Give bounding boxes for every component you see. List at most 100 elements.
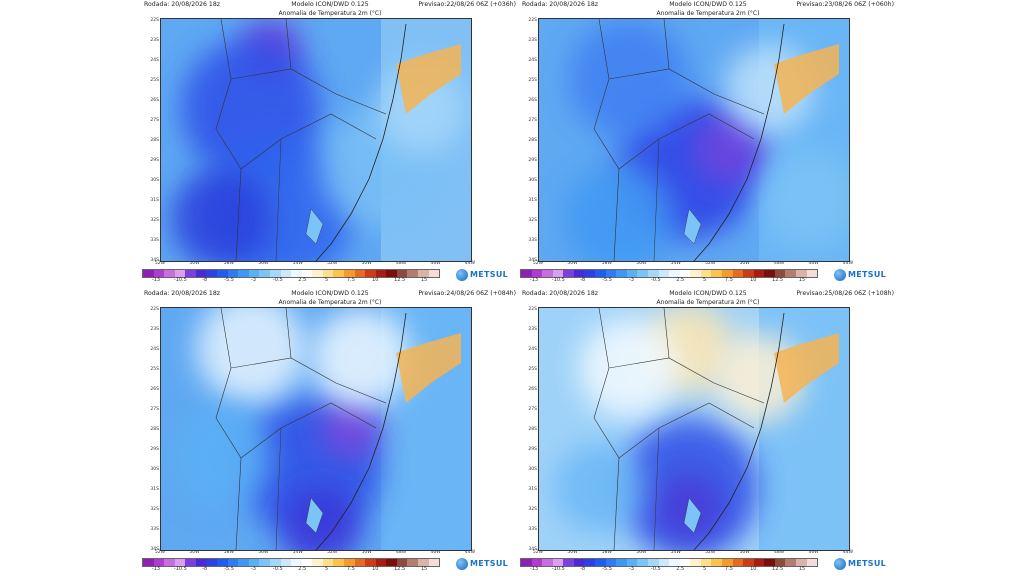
lat-tick-label: 29S	[150, 158, 159, 163]
colorbar-tick-label: 2.5	[298, 277, 307, 283]
colorbar-cell	[322, 270, 334, 277]
panel-header: Rodada: 20/08/2026 18z Modelo ICON/DWD 0…	[142, 0, 518, 10]
lon-tick-label: 54W	[292, 261, 303, 266]
border-line	[215, 308, 242, 550]
lon-tick-label: 46W	[808, 261, 819, 266]
colorbar-cell	[700, 559, 712, 566]
colorbar-labels: -13 -10.5 -8 -5.5 -3 -0.5 2.5 5 7.5 10 12.5 15	[142, 566, 438, 572]
colorbar-cell	[626, 559, 638, 566]
colorbar-tick-label: 2.5	[298, 566, 307, 572]
map-subtitle: Anomalia de Temperatura 2m (°C)	[656, 10, 760, 17]
colorbar-cell	[658, 270, 670, 277]
colorbar-cell	[721, 270, 733, 277]
lat-tick-label: 26S	[528, 387, 537, 392]
colorbar-cell	[584, 270, 596, 277]
lat-tick-label: 24S	[528, 58, 537, 63]
colorbar-cell	[354, 559, 366, 566]
colorbar-cell	[291, 270, 302, 277]
colorbar-tick-label: 10	[750, 277, 757, 283]
lat-tick-label: 34S	[528, 258, 537, 263]
colorbar-cell	[322, 559, 334, 566]
lat-tick-label: 27S	[150, 118, 159, 123]
anomaly-map	[160, 307, 472, 551]
colorbar-cell	[386, 559, 397, 566]
colorbar-cell	[785, 270, 797, 277]
colorbar-cell	[796, 559, 807, 566]
colorbar-tick-label: 15	[798, 277, 806, 283]
border-line	[608, 357, 765, 404]
colorbar-cell	[679, 559, 691, 566]
lon-tick-label: 52W	[327, 550, 338, 555]
colorbar-cell	[312, 270, 323, 277]
lat-tick-label: 23S	[528, 327, 537, 332]
lat-tick-label: 28S	[150, 138, 159, 143]
colorbar-cell	[647, 270, 659, 277]
globe-icon	[456, 269, 468, 281]
lat-tick-label: 31S	[150, 487, 159, 492]
panel-header: Rodada: 20/08/2026 18z Modelo ICON/DWD 0…	[520, 0, 896, 10]
lon-tick-label: 54W	[670, 550, 681, 555]
colorbar-cell	[375, 559, 387, 566]
border-line	[653, 427, 660, 550]
colorbar-cell	[428, 559, 440, 566]
colorbar-cell	[531, 559, 543, 566]
lat-tick-label: 30S	[150, 178, 159, 183]
map-panel-4: Rodada: 20/08/2026 18z Modelo ICON/DWD 0…	[520, 289, 896, 572]
lon-tick-label: 52W	[705, 261, 716, 266]
land-warm-anomaly	[774, 44, 839, 114]
colorbar-cell	[301, 270, 313, 277]
colorbar-cell	[259, 559, 270, 566]
coastline	[315, 23, 407, 261]
colorbar-tick-label: -8	[580, 277, 586, 283]
colorbar-tick-label: -3	[628, 277, 634, 283]
lon-tick-label: 58W	[601, 550, 612, 555]
run-label: Rodada: 20/08/2026 18z	[144, 290, 221, 297]
colorbar-cell	[396, 559, 408, 566]
forecast-label: Previsao:23/08/26 06Z (+060h)	[796, 1, 894, 8]
colorbar-labels: -13 -10.5 -8 -5.5 -3 -0.5 2.5 5 7.5 10 12.5 15	[520, 277, 816, 283]
lagoon	[305, 208, 324, 245]
lon-tick-label: 50W	[567, 261, 578, 266]
colorbar-tick-label: 7.5	[346, 277, 355, 283]
colorbar-tick-label: 7.5	[724, 277, 733, 283]
colorbar-cell	[521, 270, 532, 277]
colorbar-cell	[418, 559, 429, 566]
colorbar-tick-label: 12.5	[772, 277, 784, 283]
border-line	[593, 308, 620, 550]
globe-icon	[456, 558, 468, 570]
lon-tick-label: 48W	[396, 261, 407, 266]
land-warm-anomaly	[396, 333, 461, 403]
colorbar-cell	[195, 559, 207, 566]
colorbar-tick-label: -10.5	[551, 566, 565, 572]
border-line	[275, 427, 282, 550]
colorbar-cell	[153, 270, 165, 277]
lon-tick-label: 50W	[739, 550, 750, 555]
coastline	[693, 312, 785, 550]
lat-tick-label: 33S	[528, 527, 537, 532]
colorbar-cell	[343, 270, 355, 277]
lon-tick-label: 58W	[601, 261, 612, 266]
colorbar-cell	[375, 270, 387, 277]
border-line	[240, 113, 377, 170]
colorbar	[142, 558, 440, 567]
colorbar-cell	[238, 270, 249, 277]
lon-tick-label: 50W	[189, 261, 200, 266]
border-line	[663, 19, 670, 70]
lon-tick-label: 50W	[189, 550, 200, 555]
run-label: Rodada: 20/08/2026 18z	[144, 1, 221, 8]
colorbar-tick-label: 7.5	[724, 566, 733, 572]
colorbar-cell	[143, 559, 154, 566]
lon-tick-label: 54W	[292, 550, 303, 555]
anomaly-region	[694, 114, 764, 184]
colorbar-cell	[764, 559, 775, 566]
colorbar-cell	[269, 270, 281, 277]
colorbar-tick-label: 2.5	[676, 277, 685, 283]
colorbar-cell	[796, 270, 807, 277]
colorbar-tick-label: -8	[580, 566, 586, 572]
colorbar-cell	[647, 559, 659, 566]
lon-tick-label: 52W	[327, 261, 338, 266]
colorbar-cell	[386, 270, 397, 277]
colorbar-tick-label: -10.5	[551, 277, 565, 283]
anomaly-region	[171, 169, 271, 261]
colorbar-cell	[605, 559, 617, 566]
